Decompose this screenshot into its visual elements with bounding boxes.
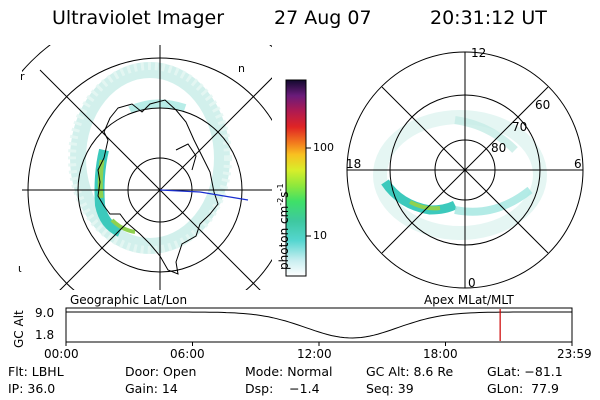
- x-tick: 18:00: [423, 347, 458, 361]
- info-flt: Flt: LBHL: [8, 364, 64, 379]
- corner-label: r: [20, 70, 25, 83]
- colorbar-tick-100: 100: [313, 141, 334, 154]
- geographic-label: Geographic Lat/Lon: [70, 293, 188, 307]
- mlt-label-18: 18: [346, 157, 362, 171]
- mlt-label-0: 0: [468, 276, 476, 290]
- aurora-oval-geographic: [68, 62, 232, 254]
- x-tick: 23:59: [557, 347, 592, 361]
- info-gain: Gain: 14: [125, 381, 178, 396]
- info-glon: GLon: 77.9: [487, 381, 559, 396]
- instrument-title: Ultraviolet Imager: [52, 7, 225, 29]
- corner-label: ι: [18, 262, 22, 275]
- y-tick-1-8: 1.8: [35, 328, 55, 342]
- altitude-curve: [66, 311, 572, 339]
- meridian-line: [159, 189, 249, 201]
- apex-label: Apex MLat/MLT: [424, 293, 514, 307]
- colorbar: [285, 79, 307, 277]
- mlat-label-80: 80: [491, 141, 507, 155]
- unit-photon: photon cm: [277, 205, 291, 270]
- y-tick-9: 9.0: [35, 306, 55, 320]
- corner-label: n: [238, 62, 245, 75]
- mlt-label-12: 12: [471, 46, 487, 60]
- info-ip: IP: 36.0: [8, 381, 56, 396]
- gc-alt-axis-label: GC Alt: [12, 310, 26, 348]
- info-gc-alt: GC Alt: 8.6 Re: [366, 364, 454, 379]
- x-tick: 00:00: [44, 347, 79, 361]
- mlt-label-6: 6: [574, 157, 582, 171]
- x-tick: 12:00: [297, 347, 332, 361]
- time-label: 20:31:12 UT: [430, 7, 547, 29]
- colorbar-tick-10: 10: [313, 229, 327, 242]
- unit-exp-s: -1: [276, 183, 285, 192]
- colorbar-unit-label: photon cm-2s-1: [276, 183, 291, 270]
- date-label: 27 Aug 07: [274, 7, 372, 29]
- magnetic-polar-plot: [346, 51, 584, 289]
- altitude-strip: [65, 307, 573, 343]
- continent-outline: [97, 99, 219, 275]
- info-dsp: Dsp: −1.4: [245, 381, 320, 396]
- unit-exp-cm: -2: [276, 197, 285, 206]
- mlat-label-60: 60: [535, 98, 551, 112]
- mlat-label-70: 70: [512, 120, 528, 134]
- x-tick: 06:00: [170, 347, 205, 361]
- info-glat: GLat: −81.1: [487, 364, 563, 379]
- info-door: Door: Open: [125, 364, 197, 379]
- info-seq: Seq: 39: [366, 381, 414, 396]
- info-mode: Mode: Normal: [245, 364, 333, 379]
- unit-s: s: [277, 191, 291, 198]
